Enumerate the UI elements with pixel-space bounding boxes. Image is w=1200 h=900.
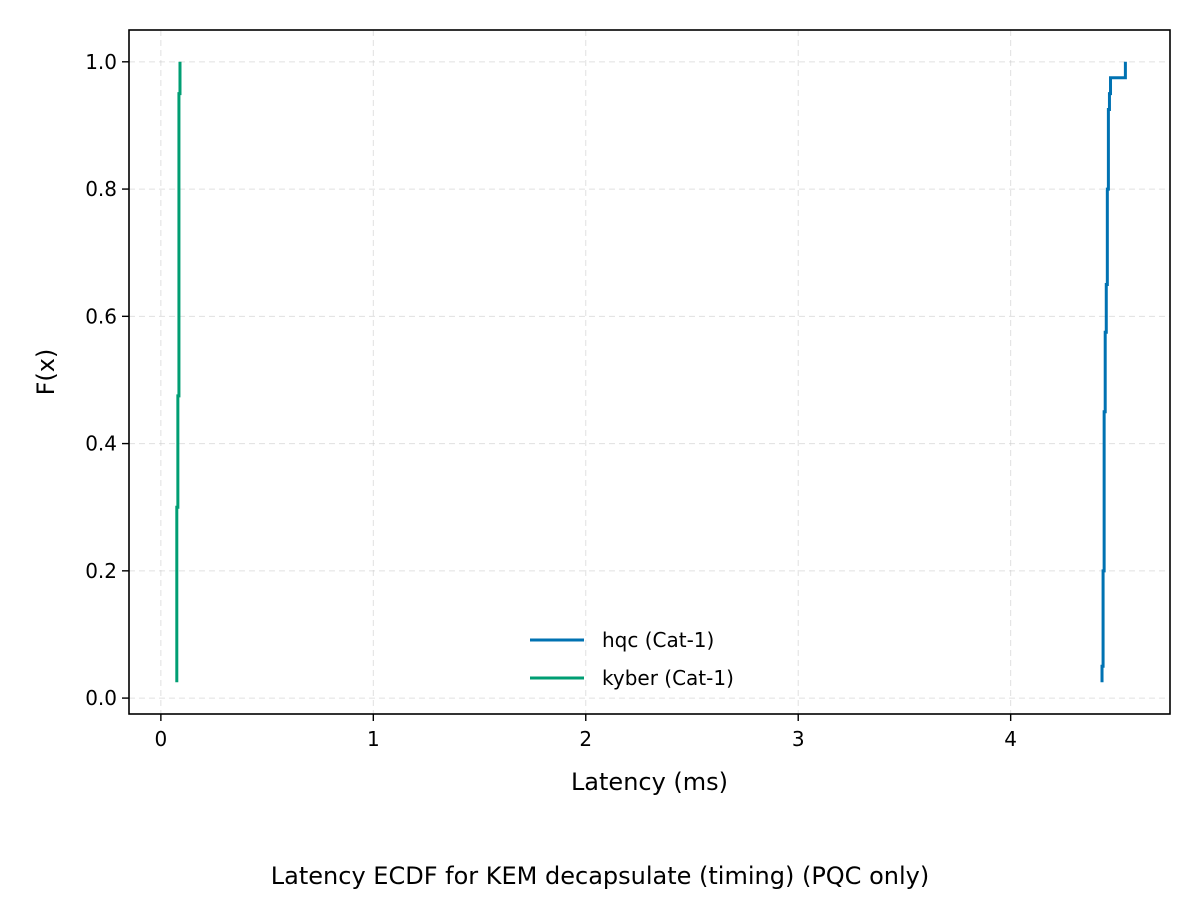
x-tick-label: 3 bbox=[792, 727, 805, 751]
x-axis-label: Latency (ms) bbox=[571, 768, 728, 796]
y-tick-label: 0.8 bbox=[85, 177, 117, 201]
series-line-hqc bbox=[1100, 61, 1127, 683]
x-tick-label: 1 bbox=[367, 727, 380, 751]
grid bbox=[129, 30, 1170, 714]
legend: hqc (Cat-1) kyber (Cat-1) bbox=[530, 628, 734, 690]
legend-label-hqc: hqc (Cat-1) bbox=[602, 628, 714, 652]
y-tick-label: 0.0 bbox=[85, 686, 117, 710]
y-tick-label: 0.2 bbox=[85, 559, 117, 583]
x-tick-label: 4 bbox=[1004, 727, 1017, 751]
series-lines bbox=[175, 61, 1127, 683]
y-tick-label: 1.0 bbox=[85, 50, 117, 74]
y-axis-label: F(x) bbox=[32, 349, 60, 396]
x-axis-ticks: 0 1 2 3 4 bbox=[155, 714, 1017, 751]
x-tick-label: 2 bbox=[579, 727, 592, 751]
legend-label-kyber: kyber (Cat-1) bbox=[602, 666, 734, 690]
y-axis-ticks: 0.0 0.2 0.4 0.6 0.8 1.0 bbox=[85, 50, 129, 710]
y-tick-label: 0.6 bbox=[85, 304, 117, 328]
y-tick-label: 0.4 bbox=[85, 432, 117, 456]
series-line-kyber bbox=[175, 61, 182, 683]
figure-caption: Latency ECDF for KEM decapsulate (timing… bbox=[270, 862, 930, 890]
x-tick-label: 0 bbox=[155, 727, 168, 751]
plot-frame bbox=[128, 29, 1171, 715]
